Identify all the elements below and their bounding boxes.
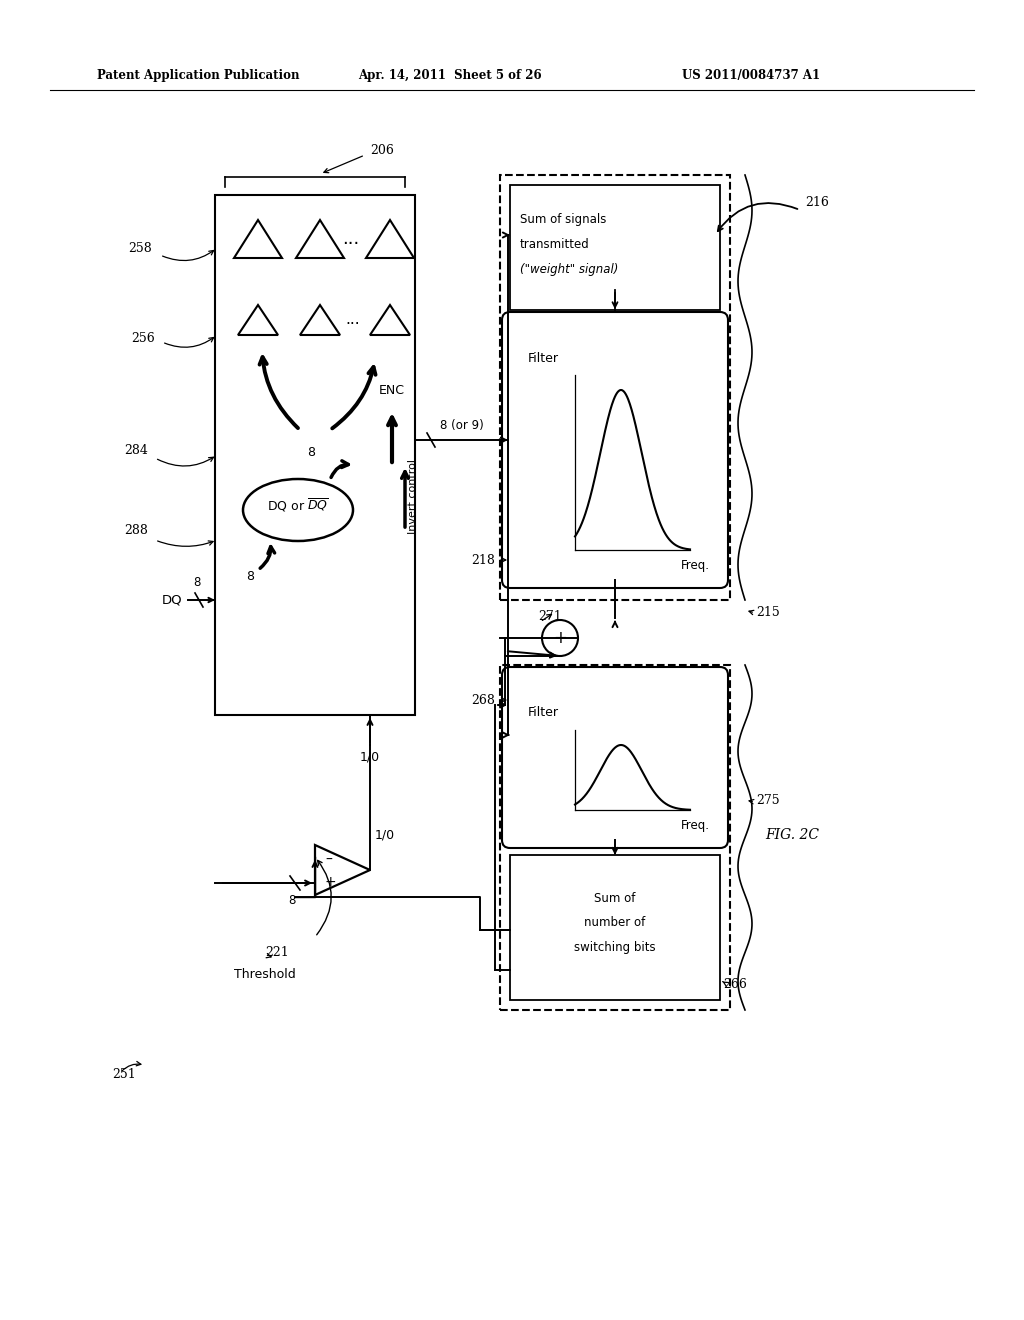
Text: 221: 221: [265, 946, 289, 960]
Text: 206: 206: [370, 144, 394, 157]
Text: Freq.: Freq.: [681, 558, 710, 572]
Text: Filter: Filter: [528, 706, 559, 719]
Text: 271: 271: [538, 610, 562, 623]
Text: ("weight" signal): ("weight" signal): [520, 264, 618, 276]
Text: 268: 268: [471, 693, 495, 706]
Text: Threshold: Threshold: [234, 969, 296, 982]
Text: DQ: DQ: [162, 594, 182, 606]
Text: Apr. 14, 2011  Sheet 5 of 26: Apr. 14, 2011 Sheet 5 of 26: [358, 69, 542, 82]
Text: +: +: [553, 630, 567, 647]
Text: ...: ...: [342, 230, 359, 248]
Text: 8: 8: [194, 577, 201, 590]
Text: US 2011/0084737 A1: US 2011/0084737 A1: [682, 69, 820, 82]
Text: 215: 215: [756, 606, 779, 619]
Text: +: +: [325, 875, 337, 888]
Text: –: –: [325, 853, 332, 867]
Text: 8: 8: [246, 570, 254, 583]
Text: 1/0: 1/0: [360, 751, 380, 763]
Text: Patent Application Publication: Patent Application Publication: [97, 69, 299, 82]
Text: 251: 251: [112, 1068, 136, 1081]
Bar: [510, 185, 720, 310]
Text: 275: 275: [756, 793, 779, 807]
Text: number of: number of: [585, 916, 645, 929]
Text: 218: 218: [471, 553, 495, 566]
Text: 256: 256: [131, 331, 155, 345]
Text: 216: 216: [805, 197, 828, 210]
Bar: [500, 176, 730, 601]
Text: 288: 288: [124, 524, 148, 536]
Text: FIG. 2C: FIG. 2C: [765, 828, 819, 842]
Text: 8: 8: [307, 446, 315, 458]
Bar: [510, 855, 720, 1001]
Text: 266: 266: [723, 978, 746, 991]
Text: 8: 8: [289, 895, 296, 908]
Text: ENC: ENC: [379, 384, 406, 396]
Text: 1/0: 1/0: [375, 829, 395, 842]
Text: Sum of signals: Sum of signals: [520, 214, 606, 227]
Text: 258: 258: [128, 242, 152, 255]
Text: Freq.: Freq.: [681, 818, 710, 832]
Text: switching bits: switching bits: [574, 941, 655, 954]
Text: 8 (or 9): 8 (or 9): [440, 418, 483, 432]
Text: Sum of: Sum of: [594, 891, 636, 904]
Text: Filter: Filter: [528, 351, 559, 364]
Bar: [215, 195, 415, 715]
Text: Invert control: Invert control: [408, 459, 418, 535]
Text: DQ or $\overline{DQ}$: DQ or $\overline{DQ}$: [267, 496, 329, 513]
Bar: [500, 665, 730, 1010]
Text: transmitted: transmitted: [520, 239, 590, 252]
Text: ...: ...: [345, 313, 359, 327]
Text: 284: 284: [124, 444, 148, 457]
